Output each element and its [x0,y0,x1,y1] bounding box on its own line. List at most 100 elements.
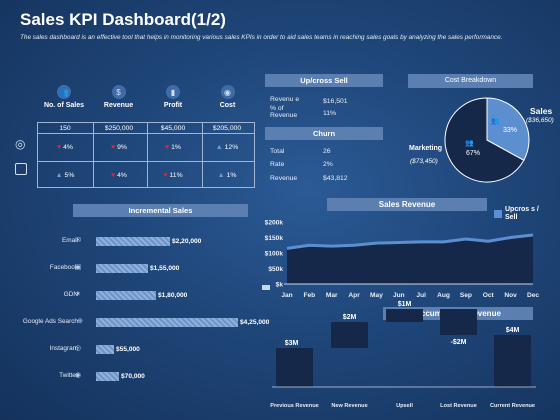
churn-total-label: Total [270,148,285,155]
pie-sales-pct: 33% [503,127,518,134]
kpi-total-cell: $45,000 [160,124,186,132]
kpi-header-label: Profit [163,102,183,109]
network-icon: ✶ [75,291,81,298]
down-arrow-icon: ♥ [163,171,168,179]
kpi-header-label: No. of Sales [43,102,85,109]
incremental-bar [96,345,114,354]
pie-marketing-pct: 67% [466,150,481,157]
up-arrow-icon: ▲ [217,171,225,179]
kpi-cell: ♥ 4% [38,133,92,161]
money-icon: $ [111,85,126,99]
waterfall-bar [440,309,477,335]
kpi-header-label: Revenue [103,102,134,109]
down-arrow-icon: ♥ [111,143,116,151]
kpi-row-calendar: ▲ 5% ♥ 4% ♥ 11% ▲ 1% [38,161,254,189]
incremental-bar [96,264,148,273]
page-description: The sales dashboard is an effective tool… [20,34,503,41]
incremental-label: Twitter [59,372,78,379]
kpi-cell: ▲ 1% [200,161,254,189]
waterfall-category: Previous Revenue [270,403,319,409]
calendar-icon [15,163,27,175]
scrollbar-handle [262,285,270,290]
y-tick-label: $k [276,282,284,289]
coins-icon: ◉ [220,85,235,99]
down-arrow-icon: ♥ [111,171,116,179]
kpi-total-cell: $250,000 [104,124,134,132]
email-icon: ✉ [75,237,81,244]
y-tick-label: $100k [265,251,284,258]
incremental-bar [96,291,156,300]
waterfall-category: Lost Revenue [440,403,477,409]
waterfall-category: Current Revenue [490,403,535,409]
instagram-icon: ◎ [74,345,82,352]
incremental-label: Google Ads Search [22,318,78,325]
churn-rate-label: Rate [270,161,285,168]
kpi-cell-value: 9% [117,143,127,151]
x-tick-label: Oct [483,292,495,299]
upcross-pct-label: % of Revenue [270,105,298,119]
kpi-total-cell: 150 [59,124,71,132]
x-tick-label: Jul [416,292,426,299]
up-arrow-icon: ▲ [215,143,223,151]
kpi-grid: 150 $250,000 $45,000 $205,000 ♥ 4% ♥ 9% ♥ 1% ▲ 12%… [37,122,255,188]
kpi-row-target: ♥ 4% ♥ 9% ♥ 1% ▲ 12% [38,133,254,161]
incremental-label: Email [62,237,78,244]
waterfall-bar [276,348,313,387]
people-icon: 👥 [57,85,71,99]
marketing-slice-icon: 👥 [465,140,474,147]
cost-breakdown-pie [444,97,530,183]
waterfall-bar [386,309,423,322]
waterfall-category: Upsell [396,403,413,409]
twitter-icon: ◉ [74,372,82,379]
kpi-cell-value: 1% [226,171,237,179]
up-arrow-icon: ▲ [55,171,63,179]
upcross-revenue-value: $16,501 [323,98,348,105]
incremental-value: $4,25,000 [240,319,270,326]
revenue-line [286,233,534,250]
pie-sales-value: ($36,650) [526,117,554,124]
incremental-label: Instagram [49,345,78,352]
incremental-bar [96,237,170,246]
incremental-bar [96,318,238,327]
upcross-revenue-label: Revenu e [270,96,300,103]
pie-marketing-value: ($73,450) [410,158,438,165]
incremental-value: $55,000 [116,346,140,353]
incremental-sales-title: Incremental Sales [73,204,248,217]
pie-slice-sales [486,97,530,161]
incremental-value: $70,000 [121,373,145,380]
x-tick-label: Feb [303,292,315,299]
incremental-value: $1,80,000 [158,292,188,299]
waterfall-value: -$2M [451,339,467,346]
churn-revenue-label: Revenue [270,175,298,182]
kpi-cell-value: 1% [171,143,181,151]
target-icon: ◎ [15,137,26,151]
incremental-label: Facebook [49,264,78,271]
globe-icon: ⊕ [77,318,83,325]
x-tick-label: Nov [504,292,517,299]
x-tick-label: Aug [437,292,450,299]
x-tick-label: Apr [348,292,360,299]
x-tick-label: Mar [326,292,338,299]
waterfall-value: $4M [506,327,520,334]
down-arrow-icon: ♥ [57,143,62,151]
waterfall-category: New Revenue [331,403,367,409]
incremental-label: GDN [63,291,78,298]
incremental-value: $1,55,000 [150,265,180,272]
kpi-cell: ♥ 11% [146,161,200,189]
churn-revenue-value: $43,812 [323,175,348,182]
revenue-area [287,235,533,284]
upcross-pct-value: 11% [323,110,337,117]
waterfall-bar [331,322,368,348]
page-title: Sales KPI Dashboard(1/2) [20,10,226,29]
cost-breakdown-title: Cost Breakdown [408,74,533,88]
chart-icon: ▮ [166,85,180,99]
y-tick-label: $200k [265,220,284,227]
kpi-cell-value: 12% [224,143,239,151]
incremental-bar [96,372,119,381]
kpi-cell-value: 5% [64,171,75,179]
kpi-total-cell: $205,000 [212,124,242,132]
x-tick-label: Dec [527,292,539,299]
churn-rate-value: 2% [323,161,333,168]
